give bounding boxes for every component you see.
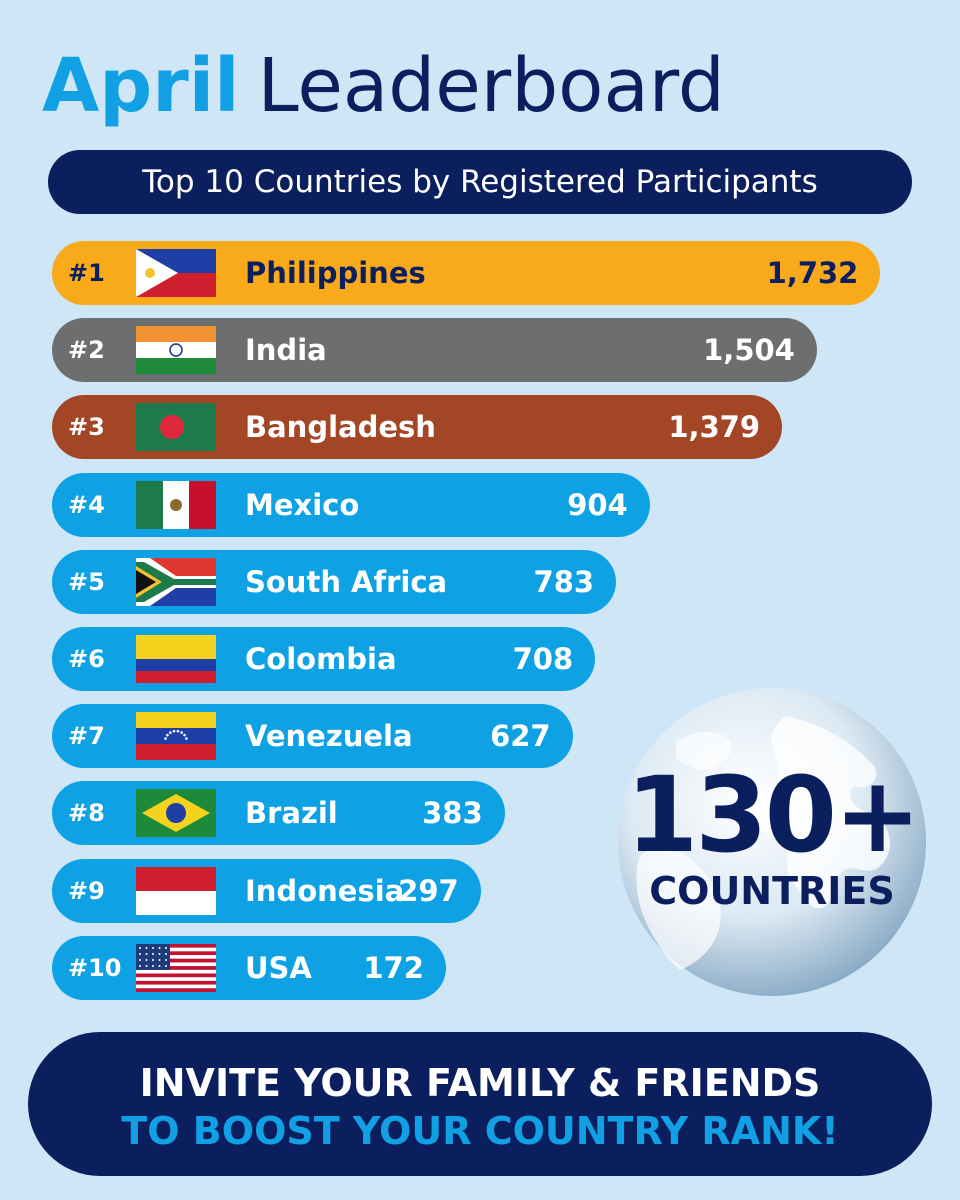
countries-count: 130+ (625, 754, 921, 876)
participant-count: 627 (490, 719, 551, 754)
rank-label: #5 (68, 567, 105, 596)
rank-label: #3 (68, 413, 105, 442)
country-name: Mexico (245, 487, 360, 522)
participant-count: 1,732 (766, 256, 859, 290)
brazil-flag-icon (136, 789, 216, 838)
usa-flag-icon (136, 943, 216, 992)
participant-count: 383 (422, 796, 483, 831)
rank-label: #10 (68, 953, 122, 982)
globe-icon (616, 686, 928, 998)
rank-label: #6 (68, 645, 105, 673)
participant-count: 297 (398, 873, 459, 908)
bar-venezuela: #7 Venezuela 627 (52, 704, 573, 769)
title-word: Leaderboard (257, 43, 725, 129)
bar-brazil: #8 Brazil 383 (52, 781, 505, 846)
indonesia-flag-icon (136, 866, 216, 915)
cta-line-2: TO BOOST YOUR COUNTRY RANK! (121, 1109, 839, 1153)
country-name: Bangladesh (245, 410, 436, 445)
chart-subtitle: Top 10 Countries by Registered Participa… (48, 150, 912, 214)
philippines-flag-icon (136, 249, 216, 297)
colombia-flag-icon (136, 635, 216, 683)
venezuela-flag-icon (136, 712, 216, 761)
rank-label: #9 (68, 876, 105, 905)
participant-count: 172 (363, 950, 424, 985)
participant-count: 708 (512, 642, 574, 676)
country-name: USA (245, 950, 312, 985)
south-africa-flag-icon (136, 557, 216, 606)
page-title: April Leaderboard (42, 38, 725, 134)
bangladesh-flag-icon (136, 403, 216, 452)
country-name: Indonesia (245, 873, 405, 908)
bar-south-africa: #5 South Africa 783 (52, 549, 617, 614)
rank-label: #8 (68, 799, 105, 828)
countries-label: COUNTRIES (649, 869, 895, 913)
bar-indonesia: #9 Indonesia 297 (52, 858, 481, 923)
title-month: April (42, 43, 240, 129)
participant-count: 1,504 (703, 333, 795, 368)
bar-colombia: #6 Colombia 708 (52, 627, 596, 691)
cta-banner: INVITE YOUR FAMILY & FRIENDS TO BOOST YO… (28, 1032, 932, 1176)
rank-label: #7 (68, 722, 105, 751)
country-name: Brazil (245, 796, 338, 831)
india-flag-icon (136, 326, 216, 375)
country-name: South Africa (245, 564, 448, 599)
participant-count: 783 (533, 564, 595, 599)
bar-philippines: #1 Philippines 1,732 (52, 241, 881, 305)
bar-bangladesh: #3 Bangladesh 1,379 (52, 395, 783, 460)
rank-label: #4 (68, 490, 105, 519)
country-name: Venezuela (245, 719, 413, 754)
country-name: Philippines (245, 256, 426, 290)
participant-count: 904 (567, 487, 628, 522)
country-name: India (245, 333, 327, 368)
mexico-flag-icon (136, 480, 216, 529)
rank-label: #2 (68, 336, 105, 365)
cta-line-1: INVITE YOUR FAMILY & FRIENDS (139, 1061, 821, 1105)
participant-count: 1,379 (668, 410, 761, 445)
bar-india: #2 India 1,504 (52, 318, 817, 383)
rank-label: #1 (68, 259, 105, 287)
bar-usa: #10 USA 172 (52, 935, 446, 1000)
bar-mexico: #4 Mexico 904 (52, 472, 650, 537)
country-name: Colombia (245, 642, 397, 676)
